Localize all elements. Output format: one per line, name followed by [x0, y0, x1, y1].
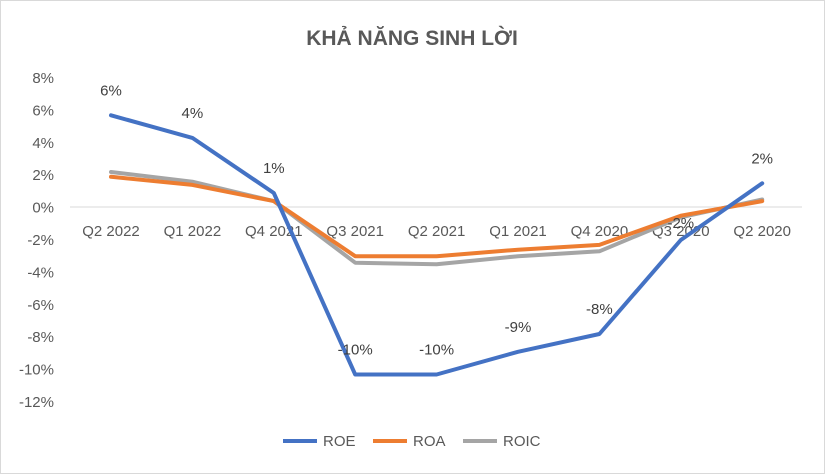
y-tick-label: -10%	[19, 362, 54, 379]
x-tick-label: Q3 2021	[326, 223, 384, 240]
data-label-roe: 2%	[751, 150, 773, 167]
y-axis-ticks: 8% 6% 4% 2% 0% -2% -4% -6% -8% -10% -12%	[19, 70, 54, 411]
y-tick-label: -12%	[19, 394, 54, 411]
x-tick-label: Q3 2020	[652, 223, 710, 240]
data-label-roe: -2%	[667, 215, 694, 232]
data-label-roe: 1%	[263, 160, 285, 177]
chart-title: KHẢ NĂNG SINH LỜI	[306, 26, 518, 50]
y-tick-label: -6%	[27, 297, 54, 314]
data-label-roe: -9%	[505, 319, 532, 336]
y-tick-label: 6%	[32, 102, 54, 119]
y-tick-label: 4%	[32, 135, 54, 152]
legend-label-roa: ROA	[413, 433, 446, 450]
y-tick-label: 8%	[32, 70, 54, 87]
data-label-roe: -10%	[338, 341, 373, 358]
y-tick-label: -8%	[27, 329, 54, 346]
y-tick-label: 0%	[32, 200, 54, 217]
x-tick-label: Q2 2022	[82, 223, 140, 240]
x-tick-label: Q2 2021	[408, 223, 466, 240]
x-tick-label: Q4 2020	[571, 223, 629, 240]
data-labels: 6% 4% 1% -10% -10% -9% -8% -2% 2%	[100, 82, 773, 358]
x-tick-label: Q1 2021	[489, 223, 547, 240]
y-tick-label: -2%	[27, 232, 54, 249]
series-line-roic	[109, 170, 765, 267]
data-label-roe: -8%	[586, 301, 613, 318]
series-line-roe	[109, 113, 765, 377]
series-line-roa	[109, 174, 765, 259]
data-label-roe: -10%	[419, 341, 454, 358]
legend-label-roic: ROIC	[503, 433, 541, 450]
x-tick-label: Q1 2022	[164, 223, 222, 240]
y-tick-label: -4%	[27, 264, 54, 281]
legend: ROE ROA ROIC	[283, 433, 541, 450]
legend-label-roe: ROE	[323, 433, 356, 450]
data-label-roe: 6%	[100, 82, 122, 99]
x-axis-ticks: Q2 2022 Q1 2022 Q4 2021 Q3 2021 Q2 2021 Q1 20…	[82, 223, 791, 240]
data-label-roe: 4%	[182, 105, 204, 122]
series-lines	[109, 113, 765, 377]
y-tick-label: 2%	[32, 167, 54, 184]
x-tick-label: Q2 2020	[733, 223, 791, 240]
